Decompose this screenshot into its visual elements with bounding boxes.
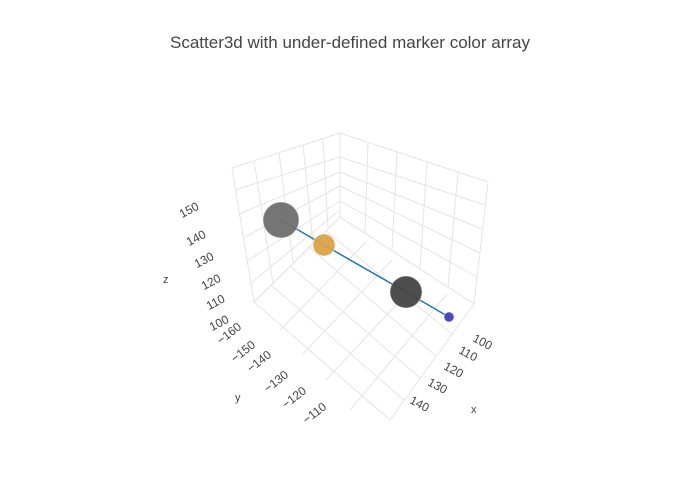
- z-axis-label: z: [163, 274, 169, 286]
- x-tick: 130: [425, 375, 450, 397]
- y-axis-label: y: [235, 392, 241, 404]
- z-tick: 120: [199, 271, 224, 293]
- z-tick: 140: [184, 227, 209, 249]
- z-axis: 150 140 130 120 110 100 z: [163, 199, 231, 334]
- y-tick: −130: [261, 367, 291, 395]
- x-axis: 100 110 120 130 140 x: [407, 331, 495, 416]
- data-point[interactable]: [312, 233, 336, 257]
- chart-title: Scatter3d with under-defined marker colo…: [170, 33, 530, 52]
- trace-line: [280, 219, 450, 318]
- y-axis: −160 −150 −140 −130 −120 −110 y: [214, 319, 329, 426]
- y-tick: −120: [279, 383, 309, 411]
- x-tick: 140: [407, 393, 432, 415]
- data-point[interactable]: [389, 275, 423, 309]
- y-tick: −110: [300, 399, 329, 426]
- markers: [262, 201, 455, 323]
- z-tick: 110: [204, 291, 228, 312]
- x-tick: 120: [441, 359, 466, 381]
- x-axis-label: x: [471, 404, 477, 416]
- data-point[interactable]: [443, 311, 455, 323]
- data-point[interactable]: [262, 201, 300, 239]
- z-tick: 130: [192, 249, 217, 271]
- z-tick: 150: [177, 199, 202, 221]
